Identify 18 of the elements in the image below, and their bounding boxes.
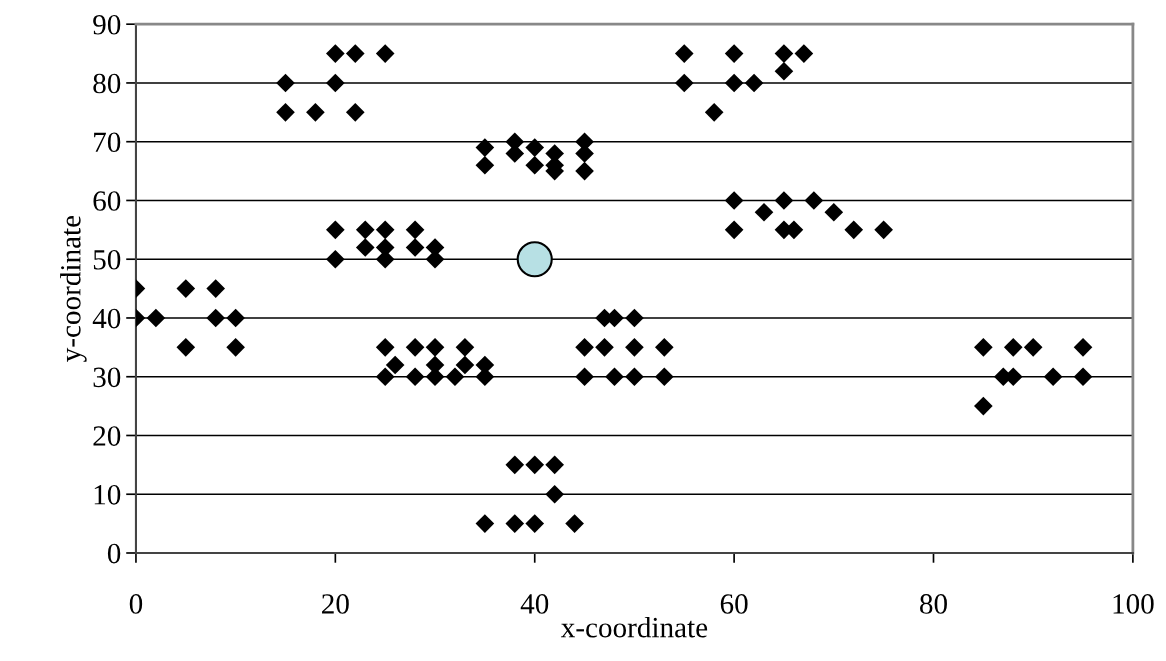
y-tick-label: 90 xyxy=(93,14,121,35)
y-tick-label: 20 xyxy=(93,426,121,446)
y-tick-label: 30 xyxy=(93,367,121,388)
x-tick-label: 100 xyxy=(1113,594,1154,614)
y-tick-label: 40 xyxy=(92,308,121,329)
x-tick-label: 40 xyxy=(520,594,549,614)
y-tick-label: 10 xyxy=(94,484,121,505)
y-tick-label: 50 xyxy=(93,249,121,270)
x-tick-label: 80 xyxy=(920,594,947,614)
y-axis-title: y-coordinate xyxy=(60,215,87,362)
x-axis-title: x-coordinate xyxy=(560,616,708,638)
y-tick-label: 60 xyxy=(93,191,121,211)
x-tick-label: 60 xyxy=(720,594,748,614)
y-tick-label: 70 xyxy=(94,132,121,153)
y-tick-label: 0 xyxy=(107,543,121,564)
x-tick-label: 0 xyxy=(129,594,143,614)
x-tick-label: 20 xyxy=(322,594,349,614)
y-tick-label: 80 xyxy=(93,73,121,94)
